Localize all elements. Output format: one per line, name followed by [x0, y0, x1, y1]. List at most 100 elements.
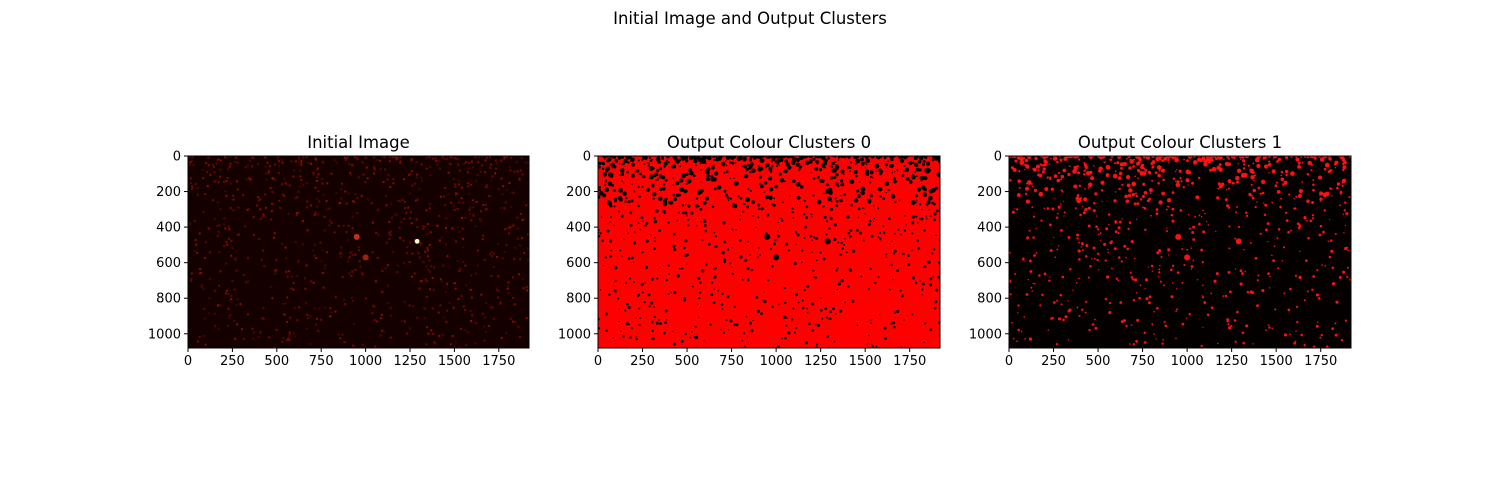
cluster-dot	[783, 286, 786, 289]
texture-dot	[454, 186, 457, 189]
cluster-dot	[665, 279, 668, 282]
cluster-dot	[760, 207, 764, 211]
texture-dot	[474, 224, 477, 227]
cluster-dot	[684, 159, 689, 163]
cluster-dot	[618, 218, 621, 221]
texture-dot	[425, 209, 428, 212]
cluster-dot	[713, 158, 716, 162]
cluster-dot	[612, 188, 616, 192]
cluster-dot	[616, 297, 620, 300]
cluster-dot	[1078, 258, 1081, 261]
cluster-dot	[1130, 276, 1134, 279]
cluster-dot	[765, 195, 770, 200]
texture-dot	[188, 223, 191, 226]
texture-dot	[446, 309, 449, 312]
cluster-dot	[804, 341, 808, 345]
texture-dot	[296, 274, 299, 277]
texture-dot	[420, 280, 423, 283]
texture-dot	[289, 316, 292, 319]
cluster-dot	[1127, 175, 1130, 178]
cluster-dot	[1104, 259, 1107, 262]
texture-dot	[341, 276, 344, 279]
cluster-dot	[648, 156, 652, 159]
texture-dot	[487, 325, 490, 328]
texture-dot	[270, 218, 273, 221]
texture-dot	[299, 163, 302, 166]
texture-dot	[189, 222, 192, 225]
cluster-dot	[1074, 156, 1080, 159]
cluster-dot	[673, 290, 677, 294]
texture-dot	[261, 317, 264, 320]
cluster-dot	[621, 180, 623, 182]
texture-dot	[456, 207, 459, 210]
cluster-dot	[1187, 213, 1190, 216]
cluster-dot	[1083, 209, 1086, 212]
texture-dot	[234, 161, 237, 164]
cluster-dot	[1107, 248, 1109, 251]
texture-dot	[207, 227, 210, 230]
cluster-dot	[798, 301, 800, 304]
cluster-dot	[1166, 230, 1169, 233]
cluster-dot	[687, 218, 690, 221]
cluster-dot	[1113, 199, 1117, 203]
cluster-dot	[618, 210, 621, 213]
texture-dot	[399, 161, 402, 164]
cluster-dot	[650, 234, 652, 236]
cluster-dot	[1049, 249, 1053, 253]
cluster-dot	[643, 156, 648, 161]
cluster-dot	[877, 186, 883, 192]
cluster-dot	[808, 322, 811, 326]
cluster-dot	[1283, 180, 1288, 185]
texture-dot	[206, 171, 209, 174]
cluster-dot	[1117, 226, 1121, 230]
texture-dot	[208, 251, 211, 254]
texture-dot	[410, 169, 413, 172]
texture-dot	[446, 157, 449, 160]
cluster-dot	[1289, 333, 1291, 336]
cluster-dot	[622, 162, 626, 165]
texture-dot	[350, 274, 353, 277]
cluster-dot	[847, 166, 850, 169]
cluster-dot	[903, 229, 907, 232]
cluster-dot	[869, 194, 873, 198]
cluster-dot	[924, 156, 928, 159]
y-tick-label: 800	[156, 292, 181, 307]
cluster-dot	[1060, 160, 1063, 163]
texture-dot	[229, 156, 232, 159]
cluster-dot	[929, 277, 933, 281]
cluster-dot	[1187, 184, 1189, 186]
cluster-dot	[1159, 280, 1162, 283]
cluster-dot	[684, 204, 687, 206]
cluster-dot	[1171, 282, 1174, 284]
texture-dot	[230, 298, 233, 301]
cluster-dot	[1335, 300, 1339, 304]
cluster-dot	[759, 184, 764, 189]
cluster-dot	[836, 288, 839, 291]
texture-dot	[339, 201, 342, 204]
cluster-dot	[877, 236, 880, 238]
texture-dot	[468, 208, 471, 211]
cluster-dot	[1035, 227, 1037, 230]
cluster-dot	[1149, 192, 1152, 195]
texture-dot	[219, 175, 222, 178]
cluster-dot	[757, 216, 760, 219]
cluster-dot	[601, 167, 605, 170]
cluster-dot	[890, 194, 896, 199]
cluster-dot	[775, 156, 779, 159]
cluster-dot	[1057, 205, 1061, 209]
x-tick-label: 0	[1005, 354, 1013, 369]
cluster-dot	[654, 236, 656, 239]
figure-title: Initial Image and Output Clusters	[613, 9, 887, 28]
cluster-dot	[647, 164, 650, 167]
cluster-dot	[623, 159, 628, 164]
cluster-dot	[1017, 179, 1021, 183]
cluster-dot	[707, 242, 711, 246]
cluster-dot	[916, 199, 918, 201]
cluster-dot	[1025, 199, 1031, 204]
cluster-dot	[1319, 157, 1325, 162]
cluster-dot	[599, 191, 604, 196]
texture-dot	[512, 191, 515, 194]
texture-dot	[198, 232, 201, 235]
cluster-dot	[783, 169, 788, 174]
cluster-dot	[1285, 173, 1288, 177]
